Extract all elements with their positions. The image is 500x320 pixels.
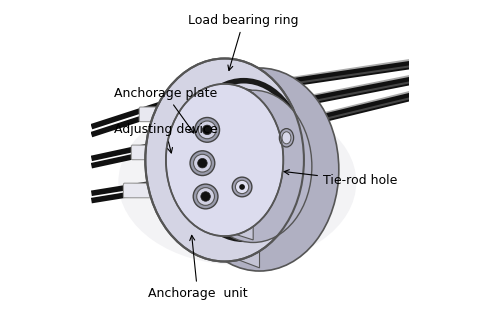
Ellipse shape [153,186,156,195]
Ellipse shape [169,110,172,118]
Ellipse shape [190,151,215,176]
Ellipse shape [167,108,174,121]
Ellipse shape [196,188,214,205]
Ellipse shape [198,158,207,168]
Polygon shape [226,89,253,240]
Ellipse shape [201,192,210,201]
Ellipse shape [202,125,212,135]
Text: Anchorage  unit: Anchorage unit [148,236,248,300]
FancyBboxPatch shape [132,145,164,160]
Ellipse shape [232,177,252,197]
FancyBboxPatch shape [124,183,156,198]
Text: Adjusting device: Adjusting device [114,124,218,153]
Ellipse shape [180,68,339,271]
Ellipse shape [195,117,220,142]
Ellipse shape [166,84,284,236]
FancyBboxPatch shape [140,107,172,122]
Text: Tie-rod hole: Tie-rod hole [284,170,398,187]
Ellipse shape [146,59,304,261]
Text: Anchorage plate: Anchorage plate [114,87,217,133]
Ellipse shape [280,129,293,147]
Polygon shape [226,65,260,268]
Ellipse shape [194,154,212,172]
Text: Load bearing ring: Load bearing ring [188,14,299,70]
Ellipse shape [160,146,166,159]
Ellipse shape [193,184,218,209]
Ellipse shape [118,100,356,265]
Ellipse shape [282,132,291,144]
Ellipse shape [152,184,158,197]
Ellipse shape [198,121,216,139]
Ellipse shape [177,100,272,220]
Ellipse shape [194,90,312,243]
Ellipse shape [239,184,245,190]
Ellipse shape [161,148,164,156]
Ellipse shape [236,180,248,194]
